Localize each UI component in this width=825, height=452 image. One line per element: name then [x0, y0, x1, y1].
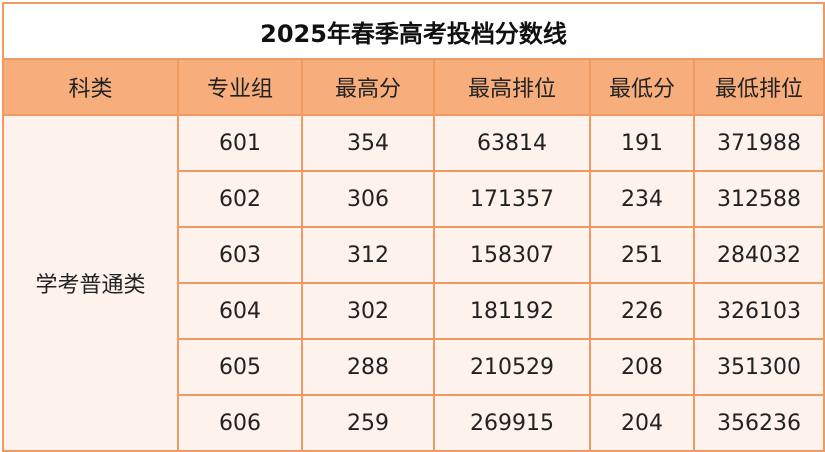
header-max-rank: 最高排位 — [433, 58, 591, 116]
cell-min-score: 208 — [589, 338, 695, 396]
cell-max-score: 259 — [301, 394, 435, 452]
table-row: 604 302 181192 226 326103 — [3, 282, 825, 340]
cell-major-group: 604 — [177, 282, 303, 340]
table-row: 学考普通类 601 354 63814 191 371988 — [2, 114, 825, 452]
cell-max-rank: 158307 — [433, 226, 591, 284]
header-max-score: 最高分 — [301, 58, 435, 116]
cell-max-score: 312 — [301, 226, 435, 284]
table-row: 602 306 171357 234 312588 — [3, 170, 825, 228]
cell-major-group: 601 — [177, 114, 303, 172]
cell-min-score: 191 — [589, 114, 695, 172]
cell-min-score: 234 — [589, 170, 695, 228]
cell-major-group: 603 — [177, 226, 303, 284]
header-category: 科类 — [2, 58, 179, 116]
cell-major-group: 606 — [177, 394, 303, 452]
header-row: 科类 专业组 最高分 最高排位 最低分 最低排位 — [2, 58, 825, 116]
cell-min-rank: 351300 — [692, 338, 825, 396]
table-row: 603 312 158307 251 284032 — [3, 226, 825, 284]
cell-min-rank: 284032 — [692, 226, 825, 284]
table-title: 2025年春季高考投档分数线 — [1, 2, 825, 60]
cell-min-rank: 326103 — [692, 282, 825, 340]
cell-max-rank: 63814 — [433, 114, 591, 172]
cell-major-group: 602 — [177, 170, 303, 228]
cell-max-score: 288 — [301, 338, 435, 396]
category-cell: 学考普通类 — [2, 114, 179, 452]
cell-min-rank: 312588 — [692, 170, 825, 228]
cell-min-rank: 356236 — [692, 394, 825, 452]
cell-min-score: 204 — [589, 394, 695, 452]
cell-major-group: 605 — [177, 338, 303, 396]
cell-max-rank: 171357 — [433, 170, 591, 228]
cell-max-score: 306 — [301, 170, 435, 228]
cell-min-score: 226 — [589, 282, 695, 340]
cell-max-rank: 269915 — [433, 394, 591, 452]
table-row: 605 288 210529 208 351300 — [3, 338, 825, 396]
header-min-score: 最低分 — [589, 58, 695, 116]
cell-min-score: 251 — [589, 226, 695, 284]
cell-max-rank: 210529 — [433, 338, 591, 396]
cell-max-rank: 181192 — [433, 282, 591, 340]
title-row: 2025年春季高考投档分数线 — [1, 2, 825, 60]
cell-max-score: 302 — [301, 282, 435, 340]
header-min-rank: 最低排位 — [692, 58, 825, 116]
cell-max-score: 354 — [301, 114, 435, 172]
header-major-group: 专业组 — [177, 58, 303, 116]
cell-min-rank: 371988 — [692, 114, 825, 172]
